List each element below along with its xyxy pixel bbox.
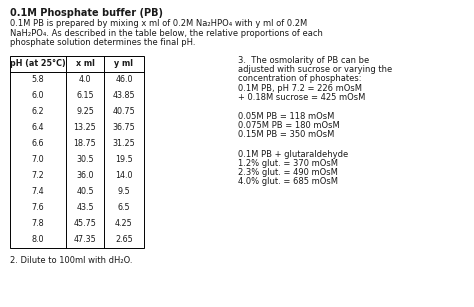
Text: 6.2: 6.2 [32,107,44,116]
Text: 13.25: 13.25 [73,123,96,133]
Text: 43.85: 43.85 [113,91,135,100]
Text: 4.0: 4.0 [79,76,91,84]
Text: adjusted with sucrose or varying the: adjusted with sucrose or varying the [238,65,392,74]
Text: 0.075M PB = 180 mOsM: 0.075M PB = 180 mOsM [238,121,340,130]
Text: concentration of phosphates:: concentration of phosphates: [238,74,362,84]
Text: y ml: y ml [115,60,134,68]
Text: 7.8: 7.8 [32,220,44,228]
Text: + 0.18M sucrose = 425 mOsM: + 0.18M sucrose = 425 mOsM [238,93,365,102]
Text: 9.25: 9.25 [76,107,94,116]
Text: 0.1M PB, pH 7.2 = 226 mOsM: 0.1M PB, pH 7.2 = 226 mOsM [238,84,362,93]
Bar [10,56,144,248]
Text: 43.5: 43.5 [76,204,94,212]
Text: 9.5: 9.5 [118,188,130,196]
Text: 3.  The osmolarity of PB can be: 3. The osmolarity of PB can be [238,56,369,65]
Text: 40.75: 40.75 [113,107,136,116]
Text: 2.65: 2.65 [115,235,133,244]
Text: 7.2: 7.2 [32,172,45,181]
Text: 8.0: 8.0 [32,235,44,244]
Text: 2.3% glut. = 490 mOsM: 2.3% glut. = 490 mOsM [238,168,338,177]
Text: 7.0: 7.0 [32,156,44,165]
Text: 40.5: 40.5 [76,188,94,196]
Text: 6.0: 6.0 [32,91,44,100]
Text: 31.25: 31.25 [113,139,136,149]
Text: 5.8: 5.8 [32,76,44,84]
Text: 0.1M Phosphate buffer (PB): 0.1M Phosphate buffer (PB) [10,8,163,18]
Text: 2. Dilute to 100ml with dH₂O.: 2. Dilute to 100ml with dH₂O. [10,256,133,265]
Text: 46.0: 46.0 [115,76,133,84]
Text: 0.05M PB = 118 mOsM: 0.05M PB = 118 mOsM [238,112,334,121]
Text: 36.0: 36.0 [76,172,94,181]
Text: 6.5: 6.5 [118,204,130,212]
Text: 4.25: 4.25 [115,220,133,228]
Text: 14.0: 14.0 [115,172,133,181]
Text: x ml: x ml [75,60,94,68]
Text: 19.5: 19.5 [115,156,133,165]
Text: 6.15: 6.15 [76,91,94,100]
Text: 7.4: 7.4 [32,188,44,196]
Text: NaH₂PO₄. As described in the table below, the relative proportions of each: NaH₂PO₄. As described in the table below… [10,29,323,37]
Text: 47.35: 47.35 [73,235,96,244]
Text: 0.1M PB + glutaraldehyde: 0.1M PB + glutaraldehyde [238,150,348,159]
Text: 30.5: 30.5 [76,156,94,165]
Text: 36.75: 36.75 [113,123,136,133]
Text: phosphate solution determines the final pH.: phosphate solution determines the final … [10,38,195,47]
Text: 7.6: 7.6 [32,204,44,212]
Text: 0.15M PB = 350 mOsM: 0.15M PB = 350 mOsM [238,130,334,139]
Text: 0.1M PB is prepared by mixing x ml of 0.2M Na₂HPO₄ with y ml of 0.2M: 0.1M PB is prepared by mixing x ml of 0.… [10,19,307,28]
Text: 18.75: 18.75 [73,139,96,149]
Text: 1.2% glut. = 370 mOsM: 1.2% glut. = 370 mOsM [238,159,338,168]
Text: 6.4: 6.4 [32,123,44,133]
Text: 4.0% glut. = 685 mOsM: 4.0% glut. = 685 mOsM [238,177,338,186]
Text: 45.75: 45.75 [73,220,96,228]
Text: 6.6: 6.6 [32,139,44,149]
Text: pH (at 25°C): pH (at 25°C) [10,60,66,68]
